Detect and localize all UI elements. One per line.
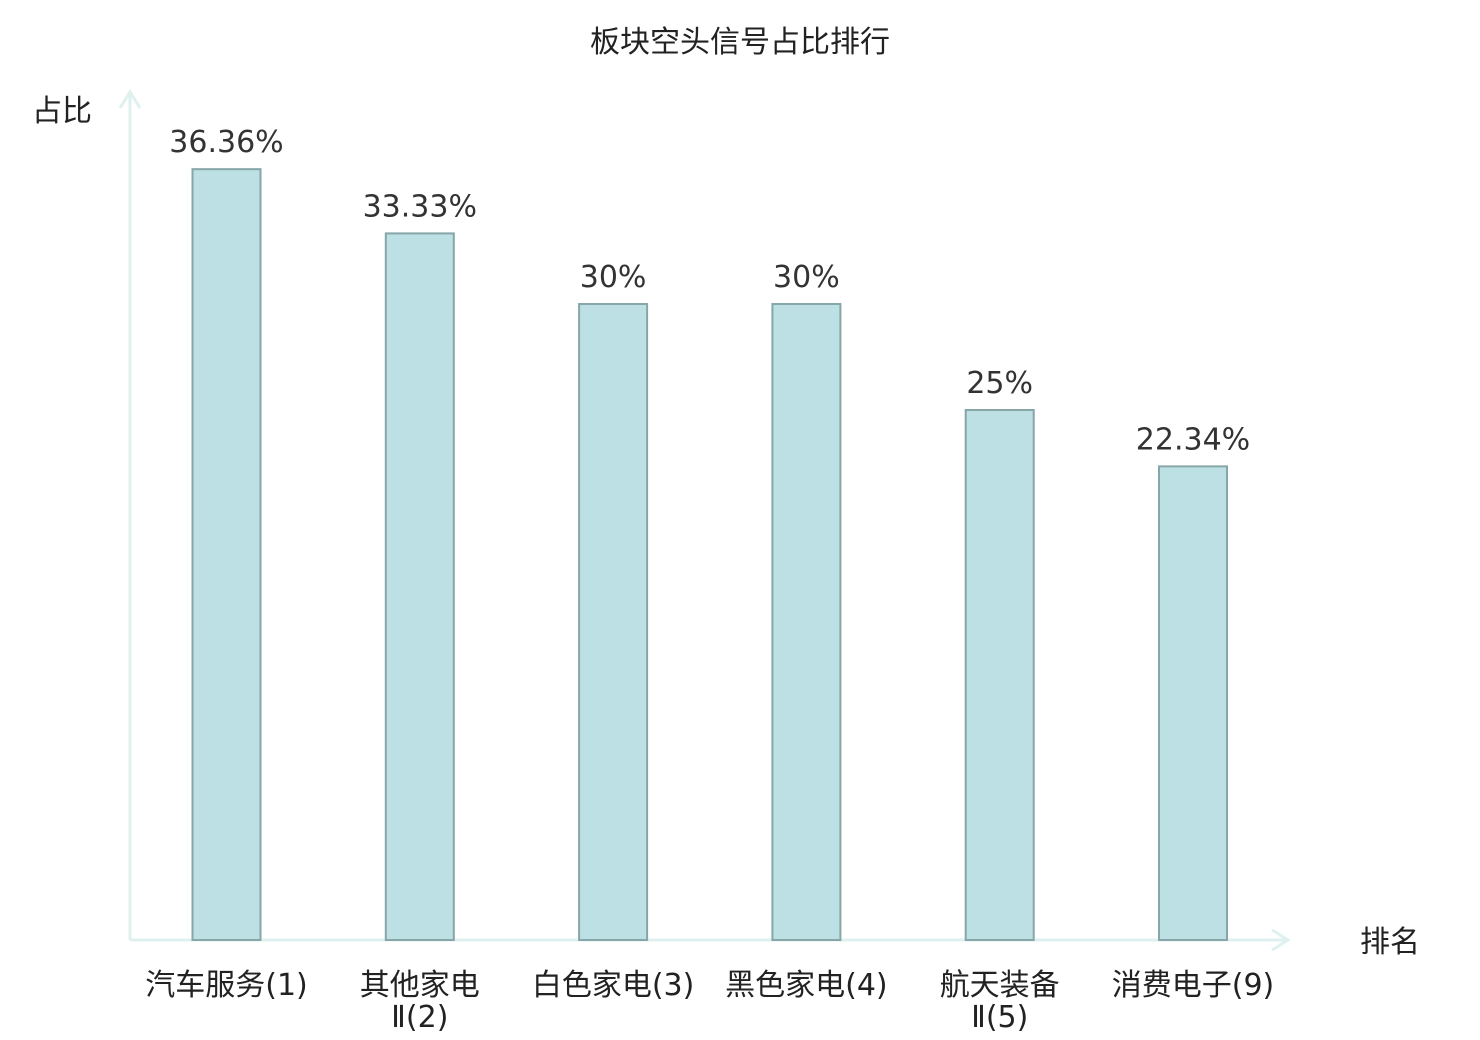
- x-tick-label: 黑色家电(4): [725, 968, 888, 1003]
- x-tick-label: Ⅱ(2): [391, 1000, 448, 1035]
- data-label: 36.36%: [169, 125, 283, 160]
- x-axis-arrow-icon: [1271, 928, 1291, 952]
- bar: [384, 232, 455, 942]
- bar: [1158, 465, 1228, 941]
- x-tick-label: 白色家电(3): [532, 968, 695, 1003]
- y-axis-arrow-icon: [118, 89, 142, 109]
- data-label: 33.33%: [363, 189, 477, 224]
- data-label: 25%: [966, 366, 1033, 401]
- x-tick-label: Ⅱ(5): [971, 1000, 1028, 1035]
- data-label: 30%: [773, 260, 840, 295]
- data-label: 30%: [580, 260, 647, 295]
- x-tick-label: 航天装备: [940, 968, 1060, 1003]
- x-tick-label: 汽车服务(1): [145, 968, 308, 1003]
- data-label: 22.34%: [1136, 422, 1250, 457]
- bar: [191, 168, 262, 941]
- y-axis-label: 占比: [32, 94, 92, 129]
- bar: [771, 303, 842, 941]
- x-tick-label: 其他家电: [360, 968, 480, 1003]
- chart-title: 板块空头信号占比排行: [590, 25, 890, 60]
- bar: [964, 409, 1035, 941]
- bar: [578, 303, 649, 941]
- x-tick-label: 消费电子(9): [1112, 968, 1275, 1003]
- x-axis-label: 排名: [1360, 925, 1420, 960]
